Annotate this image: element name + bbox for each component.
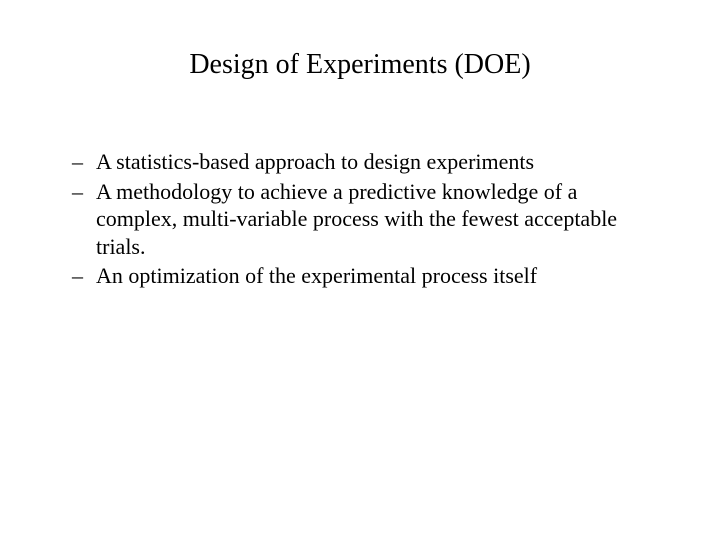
bullet-dash: –	[72, 262, 96, 290]
bullet-dash: –	[72, 178, 96, 206]
bullet-text: An optimization of the experimental proc…	[96, 262, 662, 290]
slide-title: Design of Experiments (DOE)	[0, 48, 720, 82]
bullet-text: A statistics-based approach to design ex…	[96, 148, 662, 176]
bullet-text: A methodology to achieve a predictive kn…	[96, 178, 662, 261]
bullet-item: – An optimization of the experimental pr…	[72, 262, 662, 290]
slide-body: – A statistics-based approach to design …	[72, 148, 662, 292]
bullet-item: – A statistics-based approach to design …	[72, 148, 662, 176]
bullet-dash: –	[72, 148, 96, 176]
bullet-item: – A methodology to achieve a predictive …	[72, 178, 662, 261]
slide: Design of Experiments (DOE) – A statisti…	[0, 0, 720, 540]
